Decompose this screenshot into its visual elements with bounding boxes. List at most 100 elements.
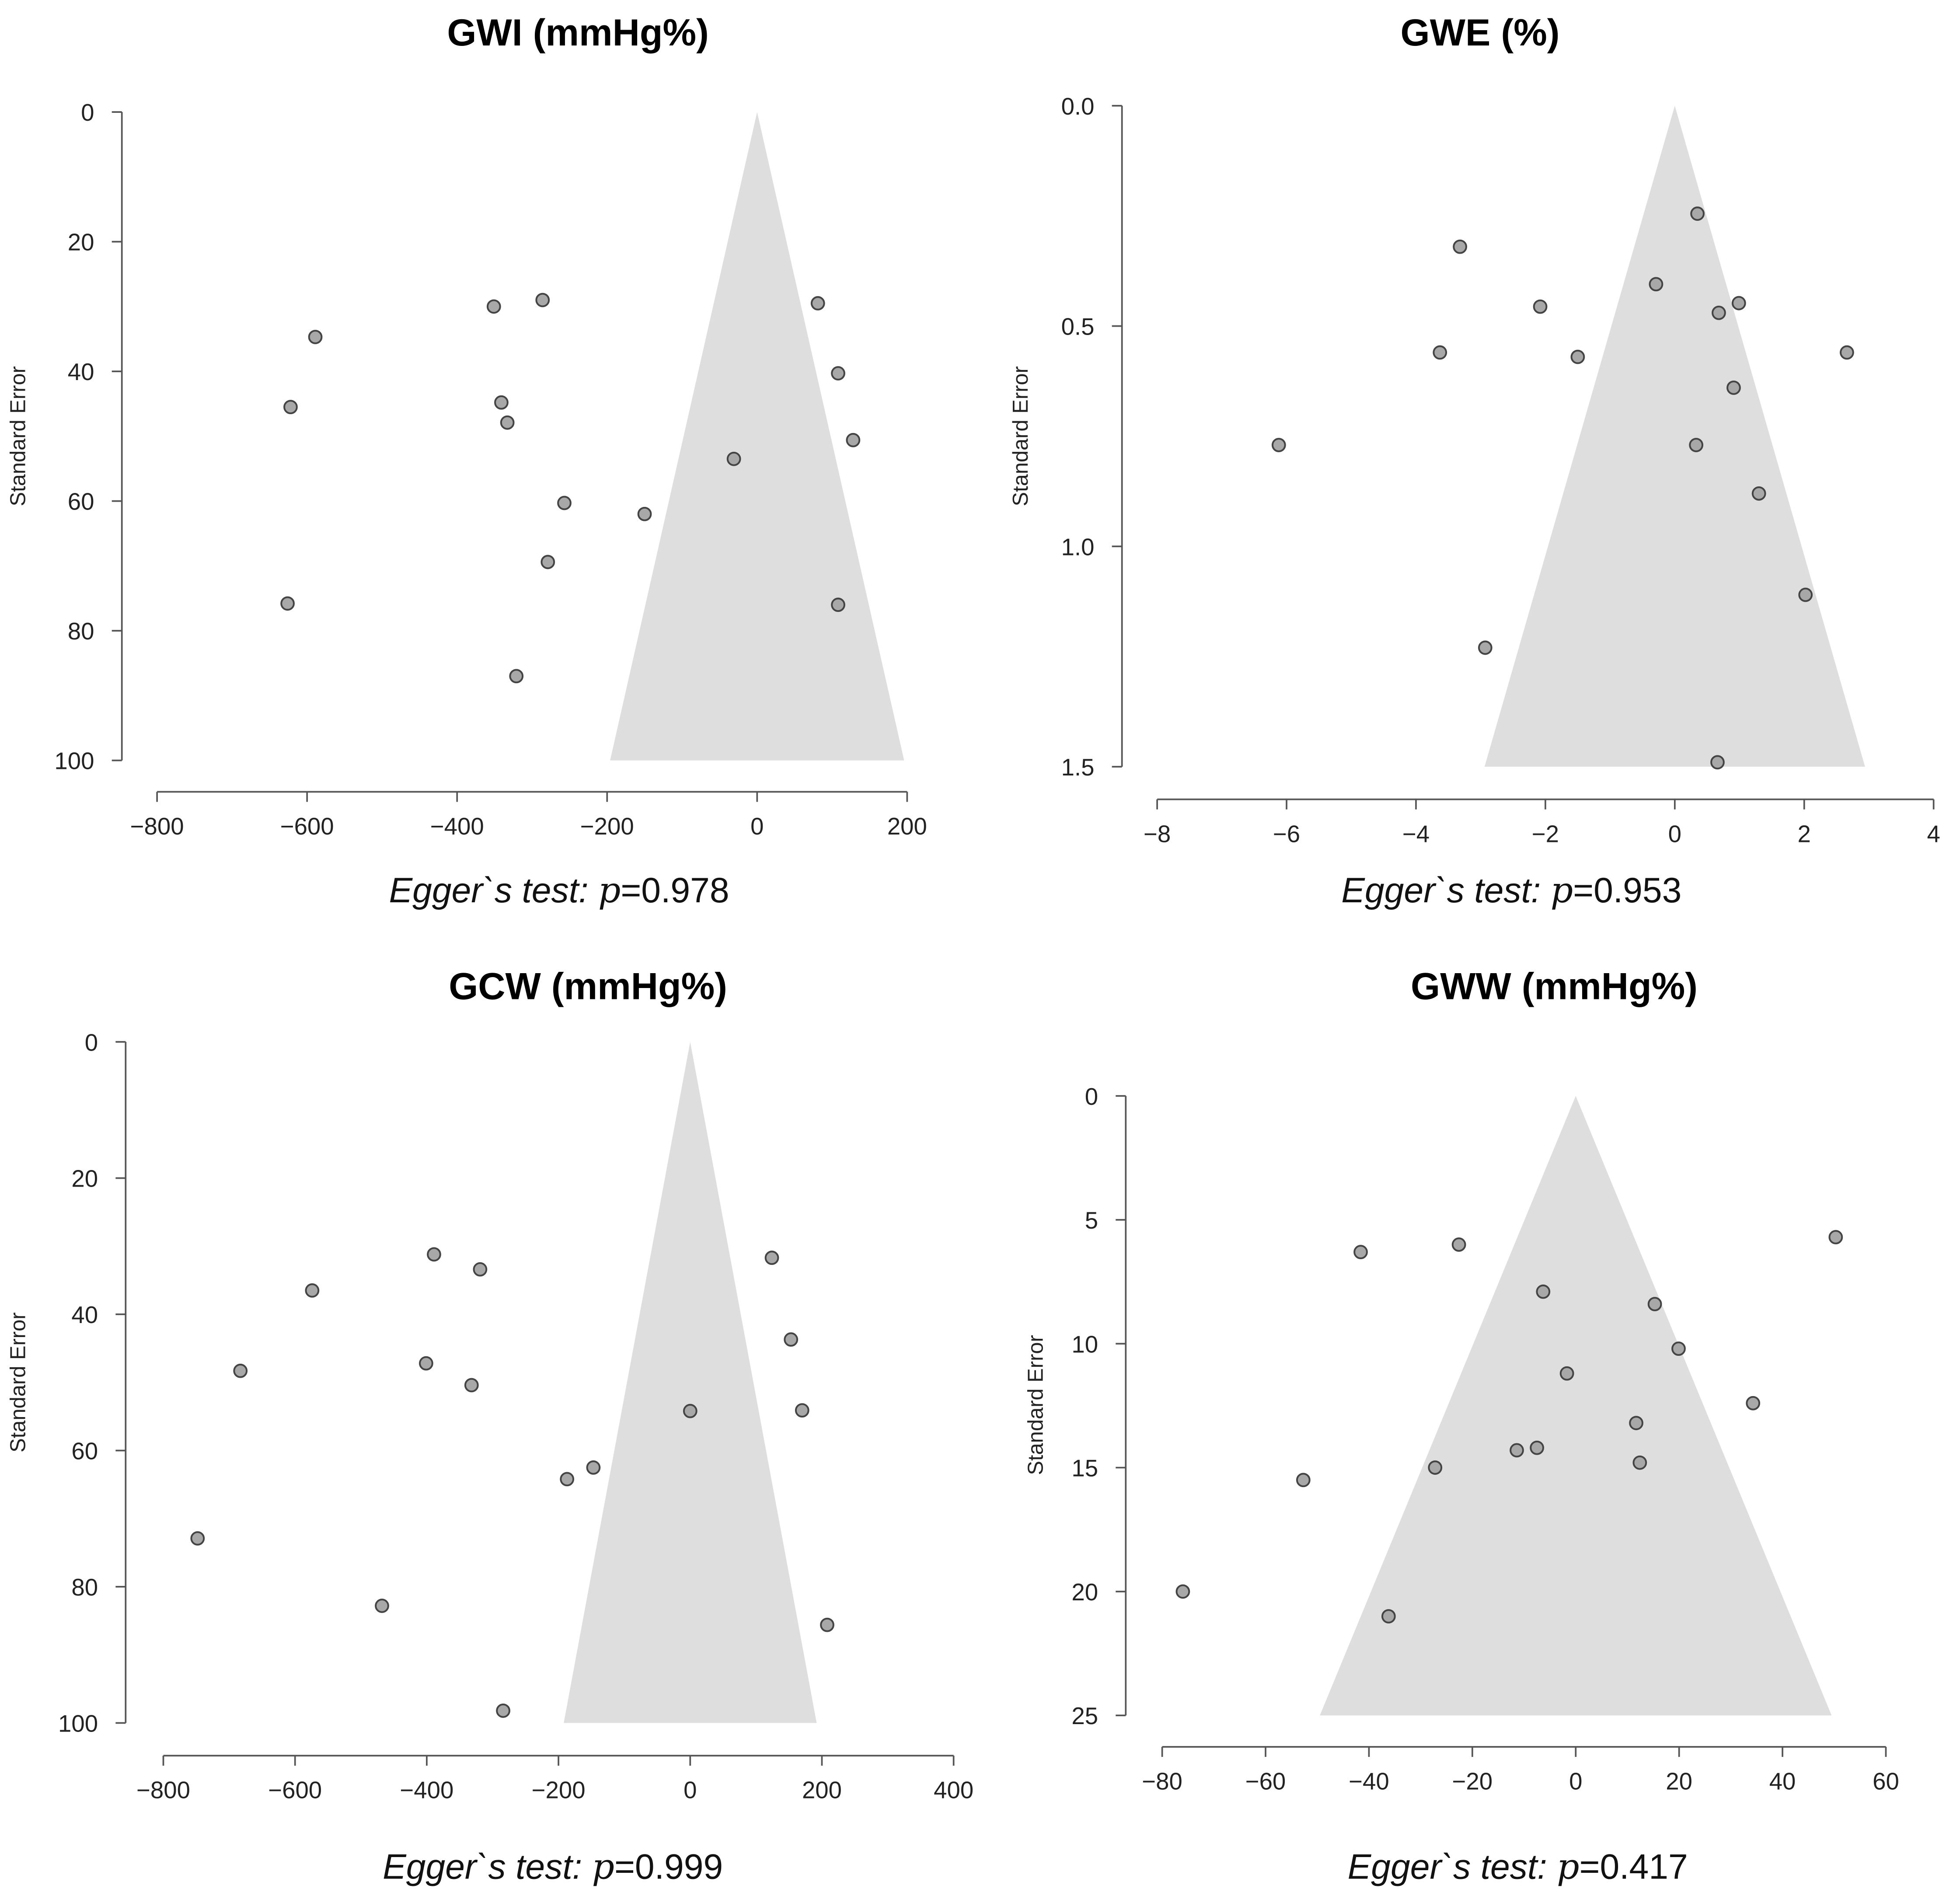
y-tick-label: 20 bbox=[68, 229, 94, 256]
study-point bbox=[1353, 1245, 1368, 1260]
study-point bbox=[1533, 299, 1548, 314]
study-point bbox=[1731, 296, 1746, 311]
funnel-plot-panel: GCW (mmHg%) 0 20 40 60 80 100 Standard Error −80… bbox=[6, 965, 973, 1887]
x-tick-label: −80 bbox=[1142, 1768, 1182, 1795]
chart-title: GWE (%) bbox=[1401, 12, 1560, 54]
egger-label: Egger`s test: bbox=[389, 871, 598, 910]
study-point bbox=[1428, 1460, 1443, 1475]
study-point bbox=[846, 433, 861, 447]
egger-label: Egger`s test: bbox=[1348, 1847, 1557, 1887]
study-point bbox=[1689, 438, 1704, 452]
study-point bbox=[1726, 381, 1741, 395]
y-tick-label: 0.5 bbox=[1061, 314, 1095, 340]
y-tick-label: 0 bbox=[85, 1029, 98, 1056]
study-point bbox=[464, 1378, 479, 1393]
study-point bbox=[831, 597, 845, 612]
study-point bbox=[795, 1403, 809, 1418]
study-point bbox=[308, 330, 323, 344]
study-point bbox=[784, 1332, 799, 1347]
study-point bbox=[1647, 1297, 1662, 1312]
x-tick-label: −6 bbox=[1273, 821, 1300, 847]
study-point bbox=[280, 596, 295, 611]
p-value: =0.978 bbox=[621, 871, 729, 910]
study-point bbox=[1828, 1230, 1843, 1245]
study-point bbox=[1649, 277, 1664, 292]
funnel-plot-panel: GWI (mmHg%) 0 20 40 60 80 100 Standard Error −80… bbox=[6, 12, 927, 911]
study-point bbox=[1530, 1440, 1544, 1455]
chart-title: GWI (mmHg%) bbox=[447, 12, 708, 54]
y-tick-label: 1.0 bbox=[1061, 534, 1095, 560]
study-point bbox=[831, 366, 845, 381]
x-tick-label: 0 bbox=[750, 813, 764, 840]
study-point bbox=[1381, 1609, 1396, 1624]
y-tick-label: 100 bbox=[54, 748, 94, 775]
study-point bbox=[1510, 1443, 1524, 1458]
study-point bbox=[375, 1599, 389, 1613]
y-tick-label: 20 bbox=[1071, 1579, 1098, 1606]
study-point bbox=[233, 1363, 248, 1378]
study-point bbox=[1671, 1341, 1686, 1356]
egger-label: Egger`s test: bbox=[1341, 871, 1550, 910]
chart-title: GWW (mmHg%) bbox=[1411, 965, 1698, 1007]
chart-title: GCW (mmHg%) bbox=[449, 965, 727, 1007]
y-tick-label: 0 bbox=[81, 99, 94, 126]
funnel-region bbox=[610, 112, 904, 761]
x-tick-label: −40 bbox=[1349, 1768, 1389, 1795]
study-point bbox=[496, 1703, 510, 1718]
egger-test-result: Egger`s test: p=0.953 bbox=[1341, 869, 1681, 911]
y-axis-label: Standard Error bbox=[1009, 366, 1032, 506]
study-point bbox=[541, 555, 555, 569]
study-point bbox=[1478, 640, 1493, 655]
y-axis-label: Standard Error bbox=[6, 366, 30, 506]
study-point bbox=[1746, 1396, 1761, 1411]
p-value: =0.953 bbox=[1573, 871, 1681, 910]
x-tick-label: 400 bbox=[934, 1777, 973, 1804]
y-tick-label: 20 bbox=[71, 1166, 98, 1192]
study-point bbox=[1433, 345, 1447, 360]
study-point bbox=[305, 1283, 320, 1298]
y-tick-label: 15 bbox=[1071, 1455, 1098, 1482]
y-axis-label: Standard Error bbox=[6, 1313, 30, 1453]
egger-test-result: Egger`s test: p=0.999 bbox=[383, 1846, 723, 1887]
y-tick-label: 0 bbox=[1085, 1083, 1098, 1110]
p-symbol: p bbox=[1557, 1846, 1580, 1887]
funnel-region bbox=[1320, 1096, 1832, 1716]
study-point bbox=[486, 299, 501, 314]
egger-test-result: Egger`s test: p=0.978 bbox=[389, 869, 729, 911]
study-point bbox=[473, 1262, 488, 1277]
x-tick-label: −4 bbox=[1402, 821, 1430, 847]
study-point bbox=[1570, 349, 1585, 364]
x-tick-label: −8 bbox=[1144, 821, 1171, 847]
x-tick-label: −60 bbox=[1245, 1768, 1286, 1795]
x-tick-label: 40 bbox=[1769, 1768, 1796, 1795]
study-point bbox=[1175, 1584, 1190, 1599]
x-tick-label: 0 bbox=[684, 1777, 697, 1804]
study-point bbox=[1632, 1455, 1647, 1470]
y-tick-label: 1.5 bbox=[1061, 754, 1095, 781]
study-point bbox=[1690, 206, 1705, 221]
egger-label: Egger`s test: bbox=[383, 1847, 592, 1887]
y-axis-label: Standard Error bbox=[1024, 1335, 1048, 1475]
study-point bbox=[1296, 1473, 1311, 1487]
study-point bbox=[820, 1617, 834, 1632]
study-point bbox=[764, 1250, 779, 1265]
y-tick-label: 80 bbox=[71, 1574, 98, 1601]
y-tick-label: 40 bbox=[71, 1302, 98, 1328]
study-point bbox=[1629, 1416, 1643, 1430]
x-tick-label: −800 bbox=[136, 1777, 190, 1804]
x-tick-label: 20 bbox=[1666, 1768, 1692, 1795]
x-tick-label: 0 bbox=[1668, 821, 1681, 847]
study-point bbox=[810, 296, 825, 311]
study-point bbox=[1536, 1284, 1551, 1299]
y-tick-label: 0.0 bbox=[1061, 93, 1095, 120]
x-tick-label: −800 bbox=[130, 813, 184, 840]
study-point bbox=[494, 395, 509, 410]
x-tick-label: 200 bbox=[802, 1777, 842, 1804]
study-point bbox=[1271, 438, 1286, 452]
study-point bbox=[586, 1460, 601, 1475]
x-tick-label: 200 bbox=[887, 813, 927, 840]
study-point bbox=[535, 293, 550, 307]
x-tick-label: −400 bbox=[400, 1777, 453, 1804]
funnel-region bbox=[564, 1042, 817, 1723]
